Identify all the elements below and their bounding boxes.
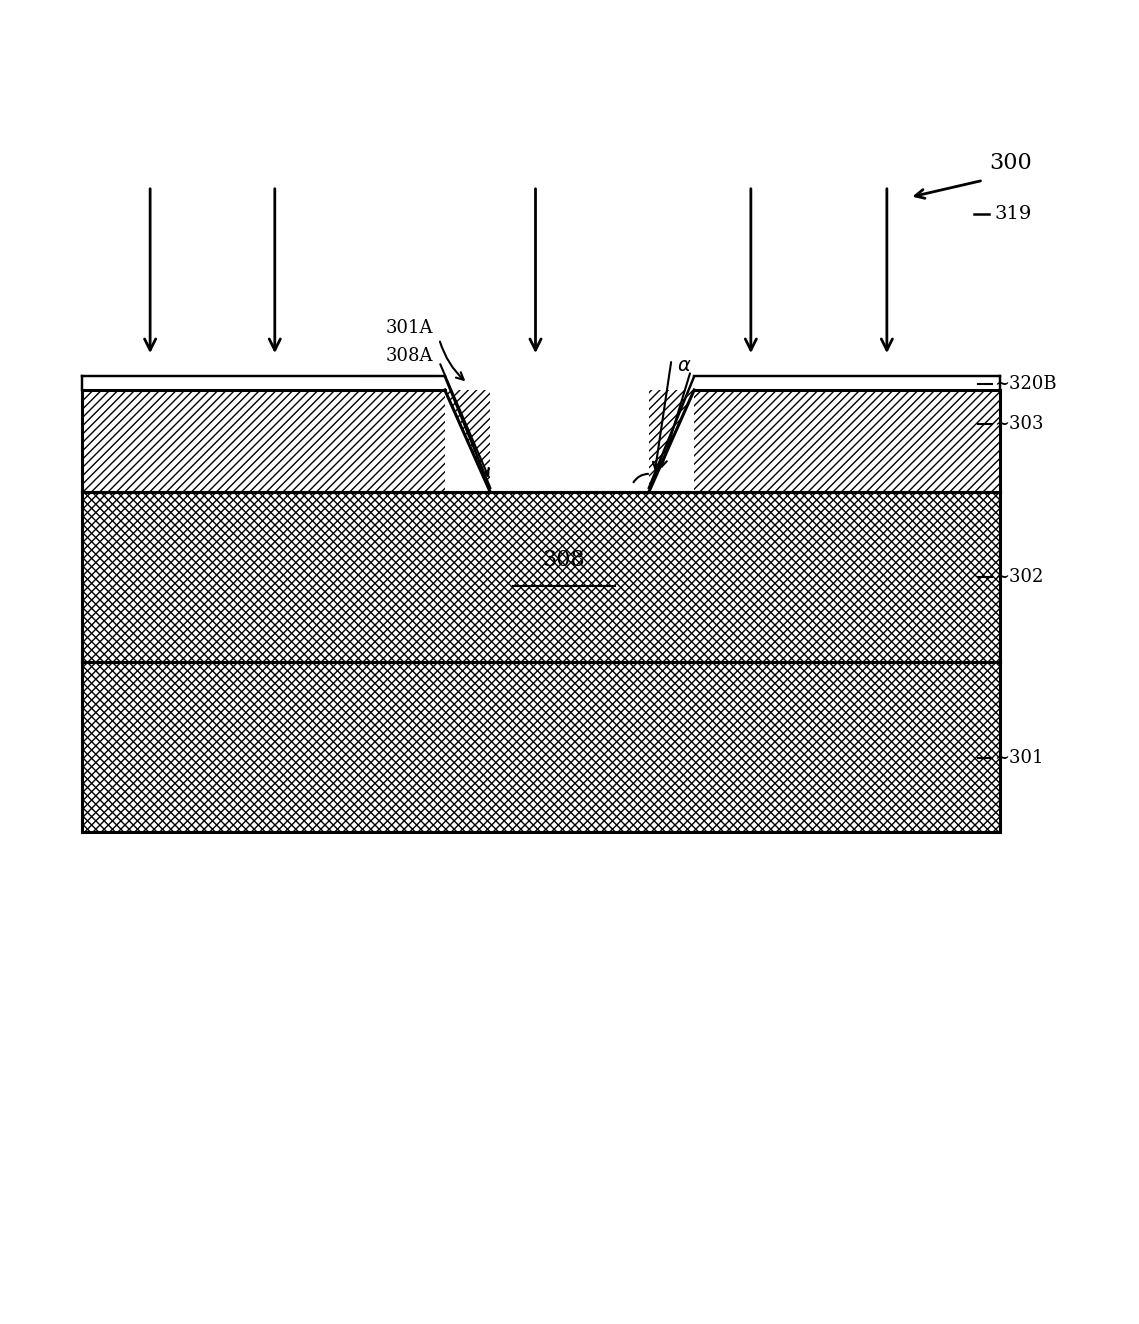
Bar (694, 391, 1000, 493)
Bar (82, 493, 1000, 662)
Bar (82, 493, 1000, 662)
Text: ~302: ~302 (994, 568, 1044, 587)
Bar (82, 493, 1000, 662)
Text: 319: 319 (994, 205, 1032, 224)
Bar (694, 391, 1000, 493)
Text: 308A: 308A (386, 347, 434, 365)
Bar (82, 391, 445, 493)
Polygon shape (649, 391, 694, 493)
Bar (82, 662, 1000, 831)
Polygon shape (445, 391, 490, 493)
Text: 308: 308 (542, 549, 585, 571)
Bar (490, 391, 649, 493)
Bar (82, 662, 1000, 831)
Text: ~320B: ~320B (994, 375, 1057, 393)
Bar (82, 662, 1000, 831)
Text: 300: 300 (989, 152, 1032, 175)
Text: 301A: 301A (386, 319, 434, 336)
Text: ~303: ~303 (994, 414, 1044, 433)
Text: ~301: ~301 (994, 749, 1044, 768)
Text: $\alpha$: $\alpha$ (678, 356, 691, 375)
Bar (82, 391, 445, 493)
